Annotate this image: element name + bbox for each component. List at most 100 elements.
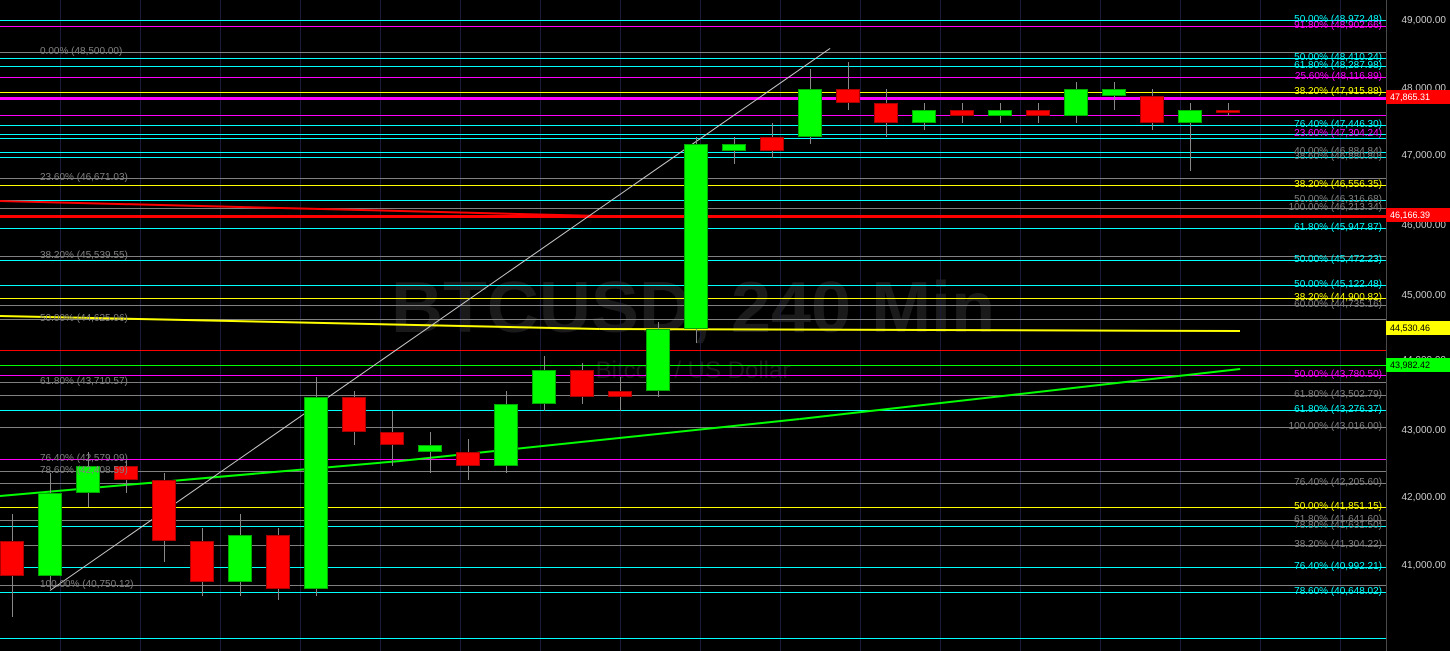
candle[interactable] [0, 0, 24, 651]
candle-body [342, 397, 366, 431]
candle-body [1216, 110, 1240, 113]
candle-body [950, 110, 974, 117]
candle[interactable] [190, 0, 214, 651]
candle-wick [734, 137, 735, 164]
candle[interactable] [1178, 0, 1202, 651]
candle[interactable] [570, 0, 594, 651]
candle[interactable] [494, 0, 518, 651]
price-marker: 44,530.46 [1386, 321, 1450, 335]
candle-body [38, 493, 62, 575]
candle[interactable] [456, 0, 480, 651]
price-marker: 43,982.42 [1386, 358, 1450, 372]
candle[interactable] [798, 0, 822, 651]
candle-body [1026, 110, 1050, 117]
candle[interactable] [380, 0, 404, 651]
fib-label-right: 50.00% (43,780.50) [1294, 369, 1382, 380]
candle[interactable] [950, 0, 974, 651]
candle-body [1178, 110, 1202, 124]
candle[interactable] [342, 0, 366, 651]
candle-body [304, 397, 328, 589]
candle[interactable] [912, 0, 936, 651]
fib-label-right: 23.60% (47,304.24) [1294, 128, 1382, 139]
candle[interactable] [418, 0, 442, 651]
candle[interactable] [1102, 0, 1126, 651]
candle-body [494, 404, 518, 466]
fib-label-right: 60.00% (44,735.16) [1294, 299, 1382, 310]
candle-body [912, 110, 936, 124]
candle[interactable] [114, 0, 138, 651]
fib-label-left: 78.60% (42,408.59) [40, 465, 128, 476]
candle-body [608, 391, 632, 398]
fib-label-left: 100.00% (40,750.12) [40, 579, 133, 590]
price-marker: 46,166.39 [1386, 208, 1450, 222]
candle[interactable] [684, 0, 708, 651]
candle[interactable] [1216, 0, 1240, 651]
fib-label-right: 61.80% (43,276.37) [1294, 404, 1382, 415]
candle-body [760, 137, 784, 151]
price-marker: 47,865.31 [1386, 90, 1450, 104]
y-axis-label: 49,000.00 [1402, 15, 1447, 26]
fib-label-right: 100.00% (46,213.34) [1289, 202, 1382, 213]
candle[interactable] [38, 0, 62, 651]
candle-body [532, 370, 556, 404]
y-axis-label: 45,000.00 [1402, 290, 1447, 301]
fib-label-right: 50.00% (45,122.48) [1294, 279, 1382, 290]
fib-label-right: 38.20% (46,556.35) [1294, 179, 1382, 190]
candle[interactable] [228, 0, 252, 651]
candle-body [1140, 96, 1164, 123]
candle[interactable] [76, 0, 100, 651]
candle-body [836, 89, 860, 103]
y-axis: 49,000.0048,000.0047,000.0046,000.0045,0… [1386, 0, 1450, 651]
candle[interactable] [1140, 0, 1164, 651]
candle-body [1064, 89, 1088, 116]
y-axis-label: 47,000.00 [1402, 150, 1447, 161]
candle[interactable] [722, 0, 746, 651]
candle-body [684, 144, 708, 329]
fib-label-right: 38.60% (46,880.80) [1294, 151, 1382, 162]
candle[interactable] [304, 0, 328, 651]
candle-body [874, 103, 898, 124]
candle-body [266, 535, 290, 590]
candle-body [152, 480, 176, 542]
fib-label-left: 0.00% (48,500.00) [40, 46, 122, 57]
candle-body [570, 370, 594, 397]
candle-body [1102, 89, 1126, 96]
y-axis-label: 41,000.00 [1402, 560, 1447, 571]
candle-body [190, 541, 214, 582]
fib-label-right: 38.20% (41,304.22) [1294, 539, 1382, 550]
candle-body [0, 541, 24, 575]
fib-label-left: 76.40% (42,579.09) [40, 453, 128, 464]
fib-label-right: 76.40% (42,205.60) [1294, 477, 1382, 488]
fib-label-right: 78.60% (40,648.02) [1294, 586, 1382, 597]
candle[interactable] [874, 0, 898, 651]
fib-label-left: 50.00% (44,625.06) [40, 313, 128, 324]
candle[interactable] [1064, 0, 1088, 651]
candle-body [418, 445, 442, 452]
fib-label-left: 61.80% (43,710.57) [40, 376, 128, 387]
chart-area[interactable]: BTCUSD, 240 Min Bitcoin / US Dollar 0.00… [0, 0, 1386, 651]
fib-label-right: 61.80% (43,502.79) [1294, 389, 1382, 400]
candle-wick [430, 432, 431, 473]
candle[interactable] [152, 0, 176, 651]
fib-label-right: 38.20% (47,915.88) [1294, 86, 1382, 97]
candle[interactable] [836, 0, 860, 651]
fib-label-right: 100.00% (43,016.00) [1289, 421, 1382, 432]
candle[interactable] [760, 0, 784, 651]
candle[interactable] [266, 0, 290, 651]
candle[interactable] [1026, 0, 1050, 651]
fib-label-right: 25.60% (48,116.89) [1295, 71, 1382, 82]
candle[interactable] [608, 0, 632, 651]
y-axis-label: 42,000.00 [1402, 492, 1447, 503]
fib-label-right: 61.80% (48,287.98) [1294, 60, 1382, 71]
y-axis-label: 43,000.00 [1402, 425, 1447, 436]
candle-body [228, 535, 252, 583]
fib-label-left: 23.60% (46,671.03) [40, 172, 128, 183]
candle[interactable] [532, 0, 556, 651]
fib-label-right: 91.80% (48,902.66) [1294, 20, 1382, 31]
candle[interactable] [988, 0, 1012, 651]
candle[interactable] [646, 0, 670, 651]
candle-body [798, 89, 822, 137]
fib-label-left: 38.20% (45,539.55) [40, 250, 128, 261]
candle-body [646, 329, 670, 391]
candle-body [988, 110, 1012, 117]
